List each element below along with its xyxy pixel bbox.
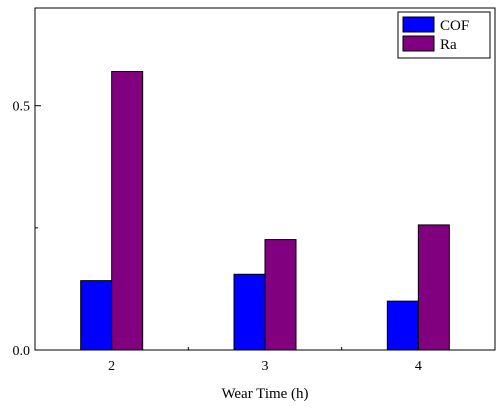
ticks-group: 2 3 4 0.0 0.5: [13, 100, 422, 374]
x-axis-title: Wear Time (h): [221, 386, 308, 402]
bars-group: [80, 71, 450, 351]
legend-label-ra: Ra: [440, 37, 457, 53]
legend-swatch-ra: [402, 35, 435, 52]
bar-ra-4: [417, 224, 450, 351]
bar-cof-4: [386, 300, 419, 351]
y-tick-label-1: 0.5: [13, 100, 31, 115]
bar-ra-3: [264, 239, 297, 351]
legend-label-cof: COF: [440, 18, 469, 34]
x-tick-label-4: 4: [415, 359, 422, 374]
bar-cof-3: [233, 273, 266, 351]
y-tick-label-0: 0.0: [13, 344, 31, 359]
x-tick-label-2: 2: [108, 359, 115, 374]
bar-cof-2: [80, 280, 113, 351]
legend: COF Ra: [397, 11, 491, 59]
legend-swatch-cof: [402, 16, 435, 33]
bar-ra-2: [111, 71, 144, 351]
x-tick-label-3: 3: [262, 359, 269, 374]
